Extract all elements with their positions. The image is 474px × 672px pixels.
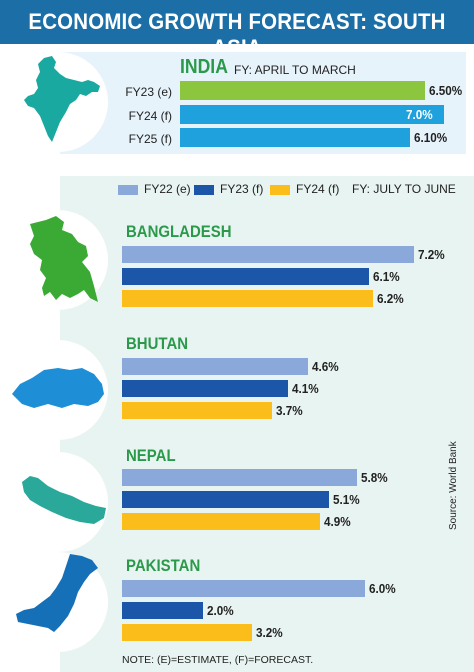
india-value-label: 7.0%	[405, 107, 433, 122]
legend-label: FY23 (f)	[220, 182, 264, 196]
page-title: ECONOMIC GROWTH FORECAST: SOUTH ASIA	[28, 9, 446, 60]
country-bar	[122, 380, 289, 397]
country-label-bangladesh: BANGLADESH	[126, 222, 232, 241]
country-label-nepal: NEPAL	[126, 446, 176, 465]
india-fy-note: FY: APRIL TO MARCH	[234, 63, 356, 77]
country-value-label: 6.2%	[377, 291, 404, 306]
india-row-label: FY24 (f)	[128, 109, 172, 123]
country-value-label: 6.0%	[369, 581, 396, 596]
country-value-label: 4.9%	[324, 514, 352, 529]
header-banner: ECONOMIC GROWTH FORECAST: SOUTH ASIA	[0, 0, 474, 60]
bangladesh-map-icon	[30, 216, 98, 302]
country-bar	[122, 402, 272, 419]
country-bar	[122, 491, 329, 508]
country-value-label: 3.7%	[275, 403, 303, 418]
legend-swatch	[194, 185, 214, 195]
country-value-label: 3.2%	[255, 625, 283, 640]
country-bar	[122, 602, 203, 619]
country-value-label: 6.1%	[373, 269, 400, 284]
country-label-bhutan: BHUTAN	[126, 334, 189, 353]
legend-swatch	[270, 185, 290, 195]
country-bar	[122, 268, 370, 285]
country-bar	[122, 624, 252, 641]
country-value-label: 4.6%	[312, 359, 339, 374]
country-value-label: 5.1%	[332, 492, 360, 507]
country-bar	[122, 580, 365, 597]
india-map-icon	[24, 56, 100, 142]
india-bar	[180, 105, 444, 124]
legend-fy-note: FY: JULY TO JUNE	[352, 182, 456, 196]
country-value-label: 4.1%	[292, 381, 319, 396]
india-label: INDIA	[180, 56, 228, 78]
india-value-label: 6.10%	[413, 130, 448, 145]
country-bar	[122, 469, 357, 486]
nepal-map-icon	[22, 476, 106, 524]
india-value-label: 6.50%	[429, 83, 463, 98]
country-value-label: 7.2%	[417, 247, 445, 262]
india-row-label: FY25 (f)	[128, 132, 172, 146]
country-bar	[122, 246, 414, 263]
country-label-pakistan: PAKISTAN	[126, 556, 201, 575]
source-credit: Source: World Bank	[448, 441, 459, 530]
india-bar	[180, 81, 426, 100]
country-bar	[122, 358, 309, 375]
pakistan-map-icon	[16, 554, 98, 632]
legend-label: FY24 (f)	[296, 182, 340, 196]
country-value-label: 5.8%	[360, 470, 388, 485]
legend-label: FY22 (e)	[144, 182, 191, 196]
country-bar	[122, 290, 374, 307]
bhutan-map-icon	[12, 368, 104, 408]
legend-swatch	[118, 185, 138, 195]
country-value-label: 2.0%	[207, 603, 234, 618]
footnote: NOTE: (E)=ESTIMATE, (F)=FORECAST.	[122, 654, 314, 666]
india-bar	[180, 128, 410, 147]
india-row-label: FY23 (e)	[125, 85, 172, 99]
country-bar	[122, 513, 321, 530]
